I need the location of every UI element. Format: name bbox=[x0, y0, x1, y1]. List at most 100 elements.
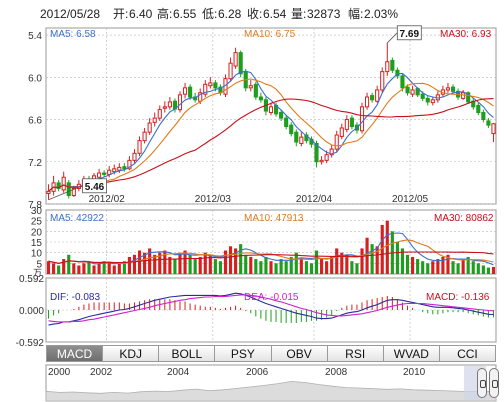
candle-body bbox=[66, 182, 71, 197]
range-navigator[interactable] bbox=[45, 364, 497, 402]
candle-body bbox=[349, 117, 354, 128]
candle-body bbox=[71, 188, 76, 197]
volume-bar bbox=[416, 259, 420, 274]
candle-body bbox=[339, 127, 344, 137]
candle-body bbox=[299, 136, 304, 144]
price-x-axis: 2012/02 2012/03 2012/04 2012/05 bbox=[89, 194, 429, 205]
volume-bar bbox=[360, 248, 364, 274]
volume-bar bbox=[117, 263, 121, 274]
candle-body bbox=[167, 101, 172, 108]
tab-obv[interactable]: OBV bbox=[271, 345, 328, 362]
candle-body bbox=[304, 134, 309, 142]
candle-body bbox=[56, 182, 61, 190]
candle-body bbox=[450, 86, 456, 92]
tab-boll[interactable]: BOLL bbox=[159, 345, 216, 362]
volume-bar bbox=[208, 254, 212, 274]
navigator-year-labels: 2000 2002 2004 2006 2008 2010 bbox=[46, 365, 496, 401]
volume-bar bbox=[158, 252, 162, 274]
candle-body bbox=[420, 93, 425, 99]
price-panel: 7.87.26.66.05.4 2012/02 2012/03 2012/04 201… bbox=[28, 25, 497, 211]
volume-bar bbox=[234, 248, 238, 274]
volume-bar bbox=[264, 256, 268, 274]
volume-bar bbox=[436, 259, 440, 274]
volume-bar bbox=[218, 261, 223, 274]
navigator-year-label: 2004 bbox=[167, 367, 190, 378]
tab-wvad[interactable]: WVAD bbox=[383, 345, 440, 362]
candle-body bbox=[294, 131, 299, 143]
candle-body bbox=[284, 117, 289, 128]
macd-tick-label: -0.592 bbox=[16, 338, 45, 349]
price-candles bbox=[46, 42, 496, 200]
low-callout-label: 5.46 bbox=[85, 182, 105, 193]
volume-tick-label: 20 bbox=[31, 227, 43, 238]
navigator-left-handle[interactable] bbox=[477, 368, 487, 398]
tab-macd[interactable]: MACD bbox=[46, 345, 104, 362]
volume-bar bbox=[112, 265, 116, 274]
volume-ma5-legend: MA5: 42922 bbox=[50, 213, 104, 224]
tab-kdj[interactable]: KDJ bbox=[103, 345, 160, 362]
candle-body bbox=[157, 109, 162, 119]
volume-value: 32873 bbox=[307, 7, 341, 21]
tab-rsi[interactable]: RSI bbox=[327, 345, 384, 362]
volume-bar bbox=[411, 256, 415, 274]
volume-bar bbox=[400, 248, 405, 274]
candle-body bbox=[466, 92, 471, 103]
volume-bar bbox=[451, 261, 455, 274]
volume-bar bbox=[284, 261, 288, 274]
volume-bar bbox=[178, 252, 182, 274]
close-value: 6.54 bbox=[263, 7, 287, 21]
candle-body bbox=[410, 89, 415, 95]
volume-unit-label: 万 bbox=[33, 268, 42, 278]
navigator-year-label: 2006 bbox=[246, 367, 269, 378]
candle-body bbox=[289, 124, 294, 135]
volume-bar bbox=[239, 244, 243, 274]
high-callout-leader bbox=[387, 32, 398, 44]
volume-bar bbox=[228, 246, 233, 274]
candle-body bbox=[344, 119, 349, 130]
volume-label: 量: bbox=[291, 7, 307, 21]
price-x-tick-label: 2012/05 bbox=[392, 194, 429, 205]
macd-panel: 0.592 0.000 -0.592 DIF: -0.083 DEA: -0.015… bbox=[16, 274, 497, 349]
high-callout: 7.69 bbox=[387, 25, 422, 44]
volume-bar bbox=[481, 265, 485, 274]
tab-cci[interactable]: CCI bbox=[439, 345, 496, 362]
tab-psy[interactable]: PSY bbox=[215, 345, 272, 362]
candle-body bbox=[405, 86, 410, 94]
candle-body bbox=[329, 148, 334, 156]
candle-body bbox=[486, 120, 491, 126]
candle-body bbox=[97, 172, 102, 178]
macd-histogram bbox=[48, 295, 494, 323]
candle-body bbox=[248, 85, 253, 89]
candle-body bbox=[324, 154, 329, 161]
macd-legend: MACD: -0.136 bbox=[426, 292, 490, 303]
macd-lines bbox=[48, 292, 494, 326]
candle-body bbox=[213, 82, 218, 89]
volume-bar bbox=[244, 254, 248, 274]
volume-bar bbox=[446, 254, 450, 274]
volume-bar bbox=[491, 266, 496, 274]
price-tick-label: 6.0 bbox=[28, 73, 42, 84]
volume-bar bbox=[421, 261, 425, 274]
price-ma10-line bbox=[48, 78, 494, 192]
volume-bar bbox=[259, 261, 263, 274]
volume-bar bbox=[46, 261, 51, 274]
volume-bar bbox=[355, 263, 359, 274]
price-callouts: 7.69 5.46 bbox=[48, 25, 422, 201]
macd-tick-label: 0.000 bbox=[19, 306, 44, 317]
volume-bar bbox=[77, 265, 81, 274]
volume-bar bbox=[52, 263, 56, 274]
volume-bar bbox=[198, 256, 202, 274]
volume-bar bbox=[213, 259, 217, 274]
volume-bar bbox=[335, 248, 339, 274]
volume-bar bbox=[137, 250, 142, 274]
volume-ma10-legend: MA10: 47913 bbox=[244, 213, 304, 224]
volume-bar bbox=[385, 220, 389, 274]
volume-bar bbox=[274, 263, 278, 274]
volume-bar bbox=[223, 250, 228, 274]
navigator-right-handle[interactable] bbox=[489, 368, 499, 398]
volume-bar bbox=[466, 256, 470, 274]
volume-tick-label: 10 bbox=[31, 249, 43, 260]
navigator-year-label: 2010 bbox=[403, 367, 426, 378]
